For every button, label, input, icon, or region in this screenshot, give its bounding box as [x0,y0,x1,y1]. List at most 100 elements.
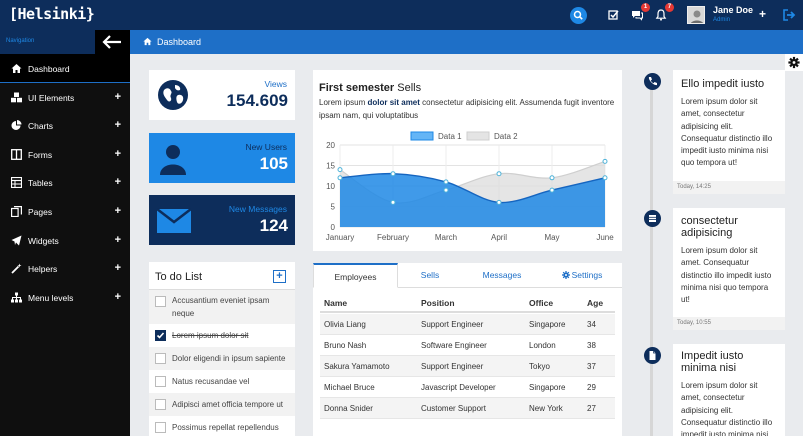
sidebar-item-pages[interactable]: Pages + [0,197,130,226]
tasks-button[interactable] [607,8,621,22]
data-point-data-2 [496,171,502,177]
todo-item[interactable]: Accusantium eveniet ipsam neque [149,290,295,324]
sidebar-item-label: Pages [28,206,53,217]
desc-highlight: dolor sit amet [367,98,420,107]
logout-button[interactable] [782,8,796,22]
column-header[interactable]: Age [587,298,604,308]
table-cell: Customer Support [421,404,486,413]
tab-employees[interactable]: Employees [313,263,398,288]
table-row[interactable]: Sakura Yamamoto Support Engineer Tokyo 3… [320,356,615,377]
todo-checkbox[interactable] [155,376,166,387]
table-cell: Singapore [529,320,566,329]
todo-item[interactable]: Lorem ipsum dolor sit [149,324,295,347]
sidebar-item-menu-levels[interactable]: Menu levels + [0,283,130,312]
todo-item[interactable]: Dolor eligendi in ipsum sapiente [149,347,295,370]
breadcrumb: Dashboard [130,30,803,54]
table-row[interactable]: Michael Bruce Javascript Developer Singa… [320,377,615,398]
gear-icon [788,56,800,69]
sidebar: Navigation Dashboard UI Elements + Chart… [0,30,130,436]
tab-sells[interactable]: Sells [398,263,462,288]
data-point-data-1 [390,171,396,177]
y-tick-label: 20 [326,141,335,150]
sidebar-item-ui-elements[interactable]: UI Elements + [0,83,130,112]
app-logo[interactable]: [Helsinki} [9,5,95,23]
y-tick-label: 15 [326,162,335,171]
todo-item[interactable]: Adipisci amet officia tempore ut [149,393,295,416]
sidebar-item-label: Widgets [28,235,59,246]
chart-title-rest: Sells [397,82,422,94]
todo-checkbox[interactable] [155,296,166,307]
table-cell: 27 [587,404,596,413]
table-cell: New York [529,404,563,413]
todo-item[interactable]: Possimus repellat repellendus [149,416,295,436]
user-name[interactable]: Jane Doe [713,5,754,15]
x-tick-label: June [596,233,614,242]
notifications-button[interactable]: 7 [654,3,674,22]
sidebar-item-label: Dashboard [28,64,70,74]
employees-panel: Employees Sells Messages Settings Name P… [313,263,622,436]
chart-title: First semester Sells [319,82,421,94]
todo-checkbox[interactable] [155,330,166,341]
sidebar-item-widgets[interactable]: Widgets + [0,226,130,255]
pie-chart-icon [11,120,22,131]
todo-add-button[interactable]: + [273,270,286,283]
timeline-body: Lorem ipsum dolor sit amet, consectetur … [681,97,773,168]
plus-icon: + [114,204,121,217]
data-point-data-1 [496,199,502,205]
chart-title-bold: First semester [319,82,395,94]
timeline-body: Lorem ipsum dolor sit amet, consectetur … [681,381,773,436]
timeline-card: Ello impedit iusto Lorem ipsum dolor sit… [673,70,785,194]
sidebar-item-label: Forms [28,149,53,160]
sidebar-item-label: Menu levels [28,292,74,303]
data-point-data-1 [549,187,555,193]
timeline-line [650,78,653,436]
stat-value: 105 [259,154,288,173]
sidebar-item-dashboard[interactable]: Dashboard [0,54,130,83]
y-tick-label: 5 [331,203,336,212]
table-row[interactable]: Donna Snider Customer Support New York 2… [320,398,615,419]
messages-button[interactable]: 1 [630,3,650,22]
todo-checkbox[interactable] [155,353,166,364]
sidebar-item-charts[interactable]: Charts + [0,111,130,140]
column-header[interactable]: Position [421,298,455,308]
timeline-marker [644,347,661,364]
settings-panel-button[interactable] [785,54,803,71]
column-header[interactable]: Name [324,298,348,308]
sidebar-item-forms[interactable]: Forms + [0,140,130,169]
tab-settings[interactable]: Settings [542,263,622,288]
file-icon [649,351,656,360]
table-row[interactable]: Bruno Nash Software Engineer London 38 [320,335,615,356]
data-point-data-2 [443,187,449,193]
tab-messages[interactable]: Messages [462,263,542,288]
tab-label: Sells [420,270,440,280]
sidebar-item-helpers[interactable]: Helpers + [0,254,130,283]
legend-swatch [410,131,434,141]
plus-icon: + [114,176,121,189]
user-menu-plus-button[interactable]: + [759,7,773,21]
desc-text: Lorem ipsum [319,98,368,107]
sidebar-item-label: UI Elements [28,92,75,103]
table-icon [11,177,22,189]
timeline-card: consectetur adipisicing Lorem ipsum dolo… [673,208,785,330]
column-header[interactable]: Office [529,298,554,308]
gear-icon [561,271,570,279]
x-tick-label: January [326,233,354,242]
search-button[interactable] [570,7,587,24]
todo-item[interactable]: Natus recusandae vel [149,370,295,393]
globe-icon [158,80,188,110]
avatar[interactable] [687,6,705,24]
y-tick-label: 0 [331,223,336,232]
sidebar-item-tables[interactable]: Tables + [0,168,130,197]
breadcrumb-item[interactable]: Dashboard [157,37,202,47]
todo-item-text: Adipisci amet officia tempore ut [172,400,284,409]
todo-checkbox[interactable] [155,399,166,410]
table-cell: Sakura Yamamoto [324,362,390,371]
todo-item-text: Lorem ipsum dolor sit [172,331,249,340]
todo-checkbox[interactable] [155,422,166,433]
table-row[interactable]: Olivia Liang Support Engineer Singapore … [320,314,615,335]
timeline-title: Impedit iusto minima nisi [681,350,744,374]
legend-label: Data 2 [494,132,518,141]
timeline-time: Today, 14:25 [677,184,711,190]
sidebar-toggle-button[interactable] [95,30,130,54]
table-cell: Singapore [529,383,566,392]
